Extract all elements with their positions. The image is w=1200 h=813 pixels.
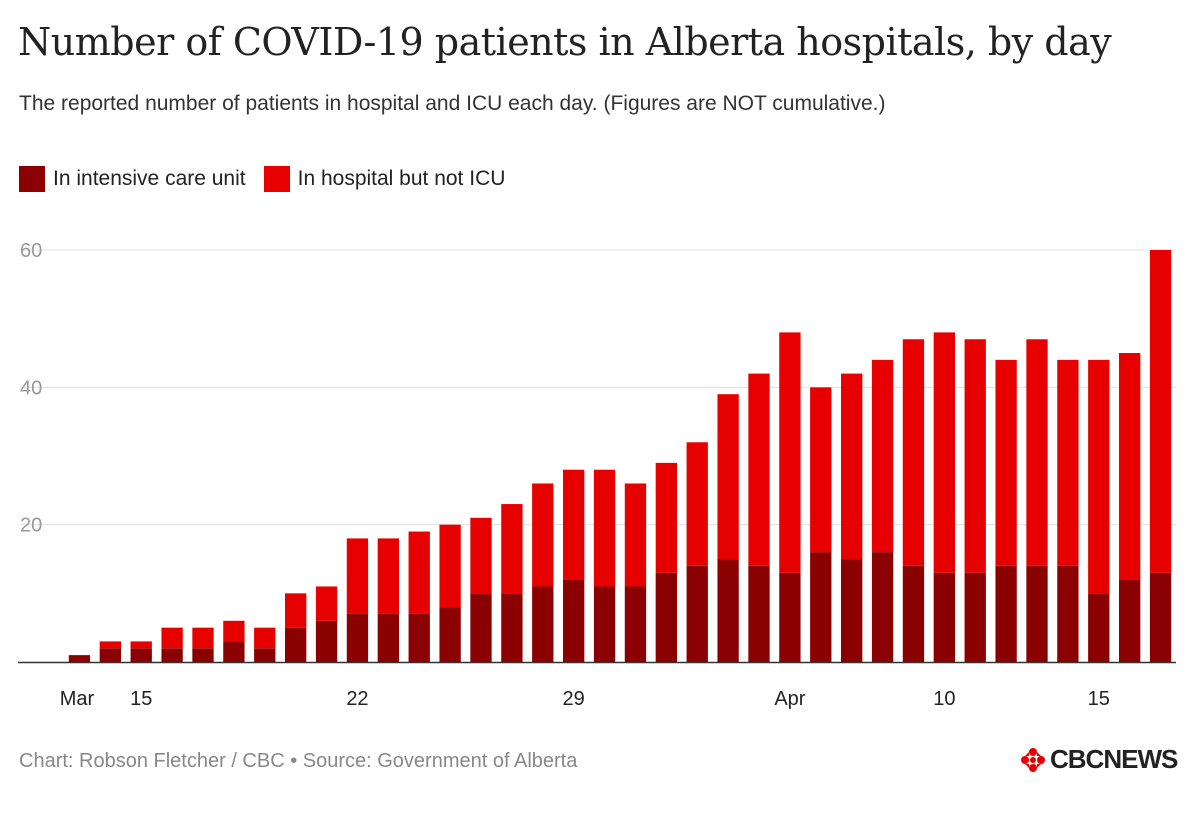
bar-icu: [223, 641, 245, 662]
bar-hospital: [346, 538, 369, 614]
legend: In intensive care unit In hospital but n…: [19, 166, 523, 192]
bar-hospital: [470, 517, 492, 594]
cbc-news-logo: CBCNEWS: [1020, 744, 1178, 775]
bar-icu: [470, 593, 492, 662]
bar-icu: [902, 565, 925, 662]
bar-icu: [686, 565, 708, 662]
bar-hospital: [439, 524, 461, 608]
bar-hospital: [964, 339, 986, 573]
cbc-gem-icon: [1021, 747, 1045, 772]
bar-hospital: [254, 627, 276, 649]
legend-item-icu: In intensive care unit: [19, 166, 246, 192]
bar-icu: [161, 648, 183, 662]
bar-icu: [408, 613, 430, 662]
bar-icu: [1119, 579, 1141, 662]
bar-icu: [501, 593, 523, 662]
bar-icu: [933, 572, 955, 662]
bar-icu: [315, 620, 338, 662]
bar-icu: [779, 572, 801, 662]
bar-hospital: [1088, 359, 1110, 594]
bar-hospital: [748, 373, 770, 566]
bar-hospital: [871, 359, 894, 553]
x-tick-label: 10: [933, 688, 955, 710]
axis-labels: 20 40 60 Mar 15 22 29 Apr 10 15: [20, 240, 1110, 710]
bar-icu: [964, 572, 986, 662]
bar-hospital: [779, 332, 801, 573]
y-tick-label: 20: [20, 515, 42, 537]
bar-hospital: [655, 462, 677, 573]
logo-text: CBCNEWS: [1050, 744, 1178, 774]
x-tick-label: Apr: [774, 688, 805, 710]
bar-hospital: [532, 483, 554, 587]
bar-icu: [439, 607, 461, 662]
bar-icu: [1088, 593, 1110, 662]
bar-icu: [377, 613, 399, 662]
bar-hospital: [841, 373, 863, 559]
bar-hospital: [1057, 359, 1079, 566]
bar-icu: [624, 586, 647, 662]
bar-icu: [748, 565, 770, 662]
bar-hospital: [192, 627, 214, 649]
bar-icu: [1026, 565, 1048, 662]
bar-icu: [192, 648, 214, 662]
bar-hospital: [285, 593, 307, 628]
bar-icu: [841, 559, 863, 662]
bar-hospital: [161, 627, 183, 649]
legend-item-hospital: In hospital but not ICU: [263, 166, 506, 192]
bar-icu: [346, 613, 369, 662]
legend-label-icu: In intensive care unit: [53, 167, 246, 190]
x-tick-label: 15: [1088, 688, 1110, 710]
y-tick-label: 60: [20, 240, 42, 262]
bar-hospital: [902, 339, 925, 566]
bar-icu: [871, 552, 894, 662]
bar-hospital: [315, 586, 338, 621]
bar-icu: [99, 648, 121, 662]
bar-hospital: [563, 469, 585, 580]
bar-hospital: [686, 442, 708, 566]
bars: [68, 250, 1172, 662]
bar-chart: 20 40 60 Mar 15 22 29 Apr 10 15: [18, 240, 1176, 710]
x-tick-label: 22: [346, 688, 368, 710]
bar-icu: [68, 655, 91, 662]
bar-hospital: [933, 332, 955, 573]
bar-hospital: [810, 387, 832, 553]
bar-icu: [130, 648, 152, 662]
bar-hospital: [1119, 353, 1141, 580]
bar-icu: [995, 565, 1017, 662]
x-tick-label: Mar: [60, 688, 95, 710]
chart-credit: Chart: Robson Fletcher / CBC • Source: G…: [19, 750, 578, 772]
bar-icu: [1057, 565, 1079, 662]
bar-hospital: [1149, 250, 1172, 573]
x-tick-label: 29: [563, 688, 585, 710]
bar-hospital: [624, 483, 647, 587]
bar-hospital: [717, 394, 739, 559]
bar-icu: [717, 559, 739, 662]
legend-swatch-icu: [19, 166, 45, 192]
chart-subtitle: The reported number of patients in hospi…: [19, 92, 886, 115]
bar-icu: [593, 586, 616, 662]
bar-hospital: [408, 531, 430, 614]
chart-title: Number of COVID-19 patients in Alberta h…: [18, 20, 1112, 64]
bar-hospital: [593, 469, 616, 587]
bar-hospital: [130, 641, 152, 649]
bar-hospital: [99, 641, 121, 649]
bar-icu: [532, 586, 554, 662]
legend-swatch-hospital: [263, 166, 290, 192]
bar-icu: [655, 572, 677, 662]
x-tick-label: 15: [130, 688, 152, 710]
bar-icu: [1149, 572, 1172, 662]
bar-icu: [254, 648, 276, 662]
bar-hospital: [223, 620, 245, 642]
bar-hospital: [377, 538, 399, 614]
bar-icu: [563, 579, 585, 662]
bar-hospital: [501, 504, 523, 594]
bar-icu: [285, 627, 307, 662]
bar-icu: [810, 552, 832, 662]
y-tick-label: 40: [20, 377, 42, 399]
bar-hospital: [1026, 339, 1048, 566]
legend-label-hospital: In hospital but not ICU: [297, 167, 506, 190]
bar-hospital: [995, 359, 1017, 566]
